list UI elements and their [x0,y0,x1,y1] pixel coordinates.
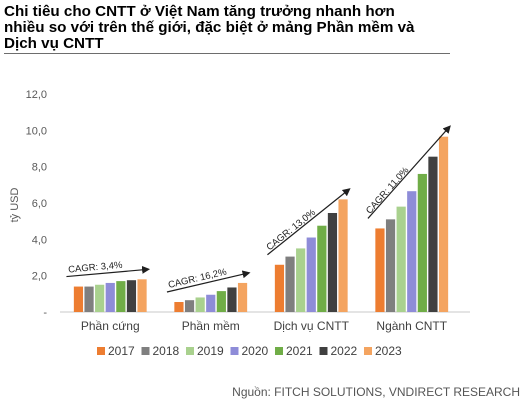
legend-swatch [275,347,283,355]
bar [417,173,427,312]
title-underline [4,53,450,54]
x-axis-categories: Phần cứng Phần mềm Dịch vụ CNTT Ngành CNTT [81,319,448,333]
source-note: Nguồn: FITCH SOLUTIONS, VNDIRECT RESEARC… [232,385,520,399]
bar [137,279,147,312]
y-tick-label: 8,0 [32,162,47,174]
x-category-label: Phần mềm [182,319,240,333]
y-tick-label: 10,0 [26,125,47,137]
legend-label: 2020 [242,344,269,358]
bar [237,282,248,312]
bar-chart: tỷ USD -2,04,06,08,010,012,0 Phần cứng Ph… [9,89,470,358]
legend-label: 2018 [153,344,180,358]
legend-label: 2021 [286,344,313,358]
cagr-arrow [267,188,351,256]
x-category-label: Ngành CNTT [376,319,447,333]
legend-swatch [97,347,105,355]
bar [95,284,105,312]
legend-swatch [319,347,328,355]
bar [105,282,115,312]
bar [126,280,137,312]
bar [116,281,126,312]
legend-item: 2023 [364,344,402,358]
legend-swatch [186,347,194,355]
bar [385,219,396,312]
x-category-label: Dịch vụ CNTT [274,319,350,333]
bar [438,136,449,312]
legend-item: 2022 [319,344,358,358]
y-axis-label: tỷ USD [9,188,21,223]
bar [174,302,184,312]
legend-item: 2017 [97,344,135,358]
bar [296,248,306,312]
bar [375,228,385,312]
bar [216,291,226,312]
legend-item: 2018 [141,344,180,358]
cagr-arrow [367,125,451,219]
chart-title: Chi tiêu cho CNTT ở Việt Nam tăng trưởng… [4,3,415,52]
bar [195,297,205,312]
bar [428,156,438,312]
y-tick-label: 2,0 [32,271,47,283]
bar [184,300,195,312]
bar [227,287,237,312]
y-tick-label: 12,0 [26,89,47,101]
cagr-arrow [66,265,151,278]
bar [84,286,94,312]
bar [206,294,216,312]
cagr-label: CAGR: 16,2% [167,267,228,291]
bar [306,237,316,312]
legend-swatch [230,347,239,355]
bars [73,136,449,312]
legend-label: 2017 [108,344,135,358]
legend-item: 2019 [186,344,224,358]
legend-swatch [141,347,150,355]
legend-item: 2021 [275,344,313,358]
legend: 2017 2018 2019 2020 2021 2022 2023 [97,344,402,358]
legend-label: 2019 [197,344,224,358]
legend-swatch [364,347,372,355]
bar [396,206,406,312]
bar [285,256,295,312]
bar [327,212,338,312]
x-category-label: Phần cứng [81,319,140,333]
legend-label: 2023 [375,344,402,358]
cagr-label: CAGR: 3,4% [68,260,124,276]
y-tick-label: 4,0 [32,234,47,246]
bar [407,191,417,312]
bar [274,264,285,312]
y-axis-ticks: - 2,0 4,0 6,0 8,0 10,0 12,0 [26,89,48,319]
legend-label: 2022 [331,344,358,358]
bar [317,225,327,312]
y-tick-label: - [43,307,47,319]
legend-item: 2020 [230,344,269,358]
cagr-arrow [166,270,251,293]
y-tick-label: 6,0 [32,198,47,210]
bar [338,199,348,312]
bar [73,286,84,312]
